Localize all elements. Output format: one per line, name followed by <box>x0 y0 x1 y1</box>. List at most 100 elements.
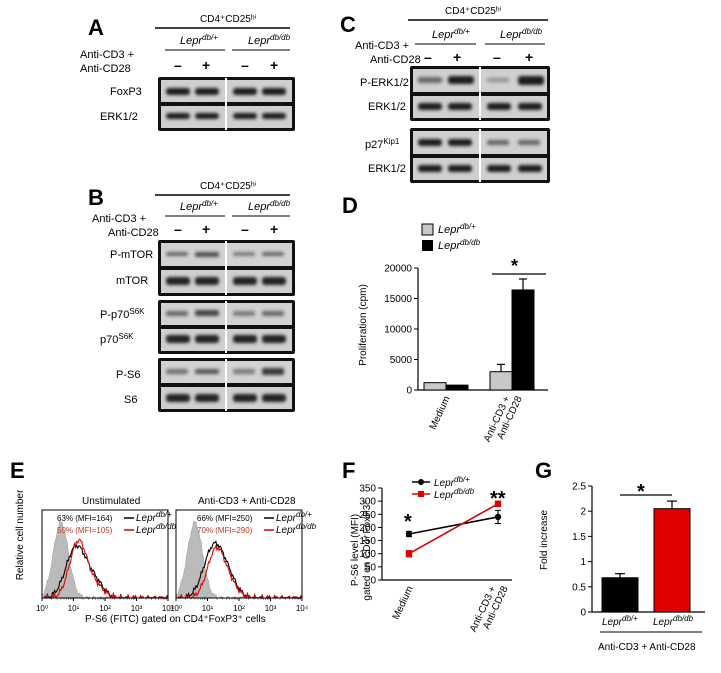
panel-c-group2: Lepr <box>500 29 523 41</box>
tick-label-g-y: 0 <box>580 608 586 619</box>
panel-d: D Leprdb/+ Leprdb/db Proliferation (cpm)… <box>342 193 548 444</box>
svg-text:p27Kip1: p27Kip1 <box>365 137 400 151</box>
point-f-1 <box>405 550 413 557</box>
point-f-1 <box>494 500 502 507</box>
panel-a-stim-1: Anti-CD3 + <box>80 49 134 61</box>
panel-b-group2-sup: db/db <box>270 199 291 208</box>
panel-a-blot-foxp3: FoxP3 <box>110 86 142 98</box>
panel-b-group1: Lepr <box>180 201 203 213</box>
panel-a-lane-3: – <box>241 57 249 73</box>
panel-e-leg1b: Lepr <box>276 513 297 524</box>
panel-b-lane-3: – <box>241 221 249 237</box>
panel-a-blot-erk: ERK1/2 <box>100 111 138 123</box>
panel-b-blot-ps6: P-S6 <box>116 369 140 381</box>
svg-text:Leprdb/+: Leprdb/+ <box>180 33 218 47</box>
panel-e-leg1-sup: db/+ <box>156 510 172 519</box>
tick-label-f-y: 150 <box>359 536 376 547</box>
svg-text:Leprdb/+: Leprdb/+ <box>432 27 470 41</box>
panel-e-leg2: Lepr <box>136 525 157 536</box>
svg-text:Leprdb/db: Leprdb/db <box>500 27 543 41</box>
legend-d-swatch-1 <box>421 223 434 236</box>
svg-text:Leprdb/db: Leprdb/db <box>136 522 177 536</box>
panel-f: F P-S6 level (MFI) gated on CD4⁺FoxP3⁻ 0… <box>342 458 512 634</box>
panel-c-blot-perk: P-ERK1/2 <box>360 77 409 89</box>
bar-g-1 <box>653 508 691 613</box>
panel-d-letter: D <box>342 193 358 218</box>
tick-label-e-x: 10² <box>233 604 245 613</box>
tick-label-g-y: 1 <box>580 557 586 568</box>
tick-label-f-y: 250 <box>359 510 376 521</box>
panel-b-stim-2: Anti-CD28 <box>108 227 159 239</box>
panel-e-xlabel: P-S6 (FITC) gated on CD4⁺FoxP3⁺ cells <box>85 614 266 625</box>
panel-e-letter: E <box>10 458 25 483</box>
tick-label-g-y: 2 <box>580 507 586 518</box>
panel-e-ylabel: Relative cell number <box>15 489 26 580</box>
panel-a-stim-2: Anti-CD28 <box>80 63 131 75</box>
panel-b-blot-p70: p70 <box>100 334 118 346</box>
panel-a-lane-1: – <box>174 57 182 73</box>
panel-d-ylabel: Proliferation (cpm) <box>358 284 369 366</box>
hist-e-leprdbdb-0 <box>41 538 169 600</box>
panel-a-group1-sup: db/+ <box>202 33 218 42</box>
panel-f-leg1-sup: db/+ <box>454 475 470 484</box>
legend-d-sup-2: db/db <box>460 238 481 247</box>
panel-a: A CD4⁺CD25ʰⁱ Anti-CD3 + Anti-CD28 Leprdb… <box>80 14 295 131</box>
panel-a-group1: Lepr <box>180 35 203 47</box>
tick-label-e-x: 10⁰ <box>170 604 182 613</box>
panel-g-cat1: Lepr <box>602 617 623 628</box>
panel-g-xlabel: Anti-CD3 + Anti-CD28 <box>598 642 696 653</box>
panel-c-letter: C <box>340 12 356 37</box>
bar-d-0-0 <box>423 382 447 391</box>
svg-text:Leprdb/db: Leprdb/db <box>248 33 291 47</box>
legend-d-label-2: Lepr <box>438 240 461 252</box>
panel-a-group2: Lepr <box>248 35 271 47</box>
tick-label-e-x: 10³ <box>265 604 277 613</box>
tick-label-e-x: 10² <box>99 604 111 613</box>
panel-c-lane-2: + <box>453 49 461 65</box>
svg-text:Leprdb/db: Leprdb/db <box>248 199 291 213</box>
svg-text:Leprdb/db: Leprdb/db <box>434 487 475 501</box>
panel-c: C CD4⁺CD25ʰⁱ Anti-CD3 + Anti-CD28 Leprdb… <box>340 6 550 183</box>
panel-e-sub2-stat2: 70% (MFI=290) <box>197 526 253 535</box>
panel-d-star: * <box>511 256 518 276</box>
tick-label-f-y: 200 <box>359 523 376 534</box>
panel-b-lane-4: + <box>270 221 278 237</box>
tick-label-e-x: 10⁴ <box>162 604 175 613</box>
svg-text:Leprdb/+: Leprdb/+ <box>602 614 638 628</box>
tick-label-d-y: 10000 <box>384 325 412 336</box>
panel-g-cat2: Lepr <box>653 617 674 628</box>
panel-e-sub1-title: Unstimulated <box>82 496 140 507</box>
tick-label-f-y: 0 <box>370 576 376 587</box>
tick-label-e-x: 10⁴ <box>296 604 309 613</box>
tick-label-e-x: 10⁰ <box>36 604 48 613</box>
panel-c-group2-sup: db/db <box>522 27 543 36</box>
panel-a-header: CD4⁺CD25ʰⁱ <box>200 14 257 25</box>
panel-c-group1-sup: db/+ <box>454 27 470 36</box>
panel-f-leg1: Lepr <box>434 478 455 489</box>
panel-e-leg2b-sup: db/db <box>296 522 317 531</box>
tick-label-f-y: 100 <box>359 549 376 560</box>
panel-e-sub1-stat1: 63% (MFI=164) <box>57 514 113 523</box>
panel-c-lane-1: – <box>424 49 432 65</box>
tick-label-e-x: 10¹ <box>202 604 214 613</box>
chart-g: 0 0.5 1 1.5 2 2.5 <box>572 482 705 619</box>
panel-a-letter: A <box>88 15 104 40</box>
svg-text:Leprdb/+: Leprdb/+ <box>434 475 470 489</box>
tick-label-f-y: 350 <box>359 484 376 495</box>
panel-e-leg2-sup: db/db <box>156 522 177 531</box>
bar-d-1-1 <box>511 289 535 391</box>
panel-a-lane-2: + <box>202 57 210 73</box>
tick-label-d-x: Medium <box>428 395 453 432</box>
panel-e-leg1b-sup: db/+ <box>296 510 312 519</box>
panel-f-leg2: Lepr <box>434 490 455 501</box>
tick-label-g-y: 1.5 <box>572 532 586 543</box>
panel-a-lane-4: + <box>270 57 278 73</box>
svg-text:Leprdb/+: Leprdb/+ <box>276 510 312 524</box>
panel-b-blot-s6: S6 <box>124 394 137 406</box>
panel-b-sup-p70: S6K <box>118 332 134 341</box>
panel-c-lane-3: – <box>493 49 501 65</box>
line-f-0 <box>408 516 499 535</box>
panel-a-group2-sup: db/db <box>270 33 291 42</box>
